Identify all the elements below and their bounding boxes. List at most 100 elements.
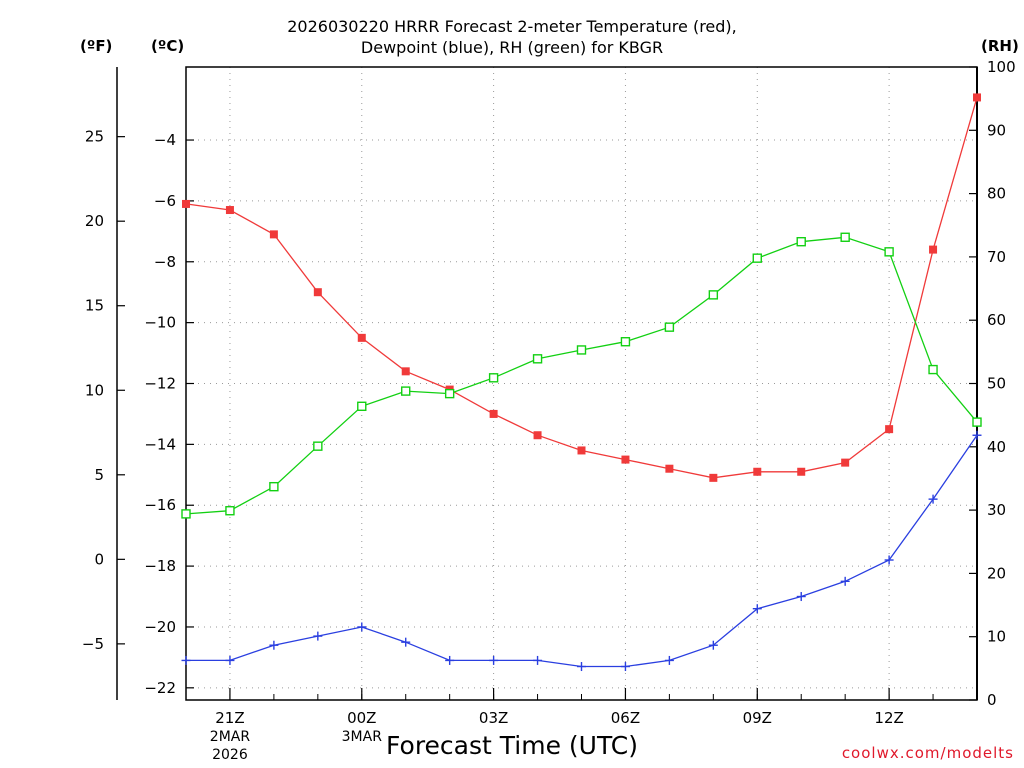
- rh-point: [796, 237, 806, 247]
- temperature-point: [225, 206, 234, 215]
- rh-point: [444, 388, 455, 399]
- dewpoint-point: [533, 655, 543, 665]
- rh-point: [664, 322, 675, 332]
- x-tick-sublabel: 2026: [212, 747, 248, 763]
- temperature-point: [841, 458, 850, 467]
- rh-point: [752, 253, 762, 263]
- celsius-tick-label: −16: [144, 496, 176, 514]
- fahrenheit-tick-label: 5: [94, 466, 104, 484]
- grid-layer: [186, 67, 977, 700]
- rh-tick-label: 70: [987, 248, 1006, 266]
- celsius-tick-label: −14: [144, 435, 176, 453]
- dewpoint-point: [664, 655, 674, 665]
- dewpoint-point: [620, 662, 630, 672]
- temperature-point: [973, 93, 981, 102]
- x-tick-label: 06Z: [611, 709, 640, 727]
- temperature-point: [577, 446, 586, 455]
- temperature-point: [269, 230, 278, 239]
- celsius-tick-label: −8: [154, 253, 176, 271]
- celsius-unit-label: (ºC): [151, 37, 185, 55]
- celsius-tick-label: −18: [144, 557, 176, 575]
- fahrenheit-tick-label: 20: [85, 212, 104, 230]
- dewpoint-point: [401, 637, 411, 647]
- rh-point: [972, 417, 982, 427]
- temperature-point: [182, 199, 190, 208]
- dewpoint-point: [708, 640, 718, 650]
- rh-point: [884, 247, 894, 257]
- rh-tick-label: 60: [987, 311, 1006, 329]
- rh-tick-label: 80: [987, 185, 1006, 203]
- x-axis-label: Forecast Time (UTC): [386, 731, 638, 760]
- rh-tick-label: 10: [987, 628, 1006, 646]
- rh-point: [225, 506, 235, 516]
- fahrenheit-tick-label: −5: [82, 635, 104, 653]
- dewpoint-point: [181, 655, 191, 665]
- x-tick-label: 12Z: [874, 709, 903, 727]
- temperature-point: [753, 467, 762, 476]
- rh-unit-label: (RH): [981, 37, 1019, 55]
- rh-point: [532, 354, 543, 364]
- rh-point: [708, 290, 719, 300]
- temperature-series-line: [185, 97, 978, 479]
- x-tick-sublabel: 3MAR: [342, 729, 383, 745]
- celsius-tick-label: −12: [144, 375, 176, 393]
- rh-tick-label: 100: [987, 58, 1016, 76]
- dewpoint-point: [796, 592, 806, 602]
- celsius-tick-label: −6: [154, 192, 176, 210]
- fahrenheit-tick-label: 15: [85, 297, 104, 315]
- dewpoint-point: [884, 555, 894, 565]
- celsius-tick-label: −22: [144, 679, 176, 697]
- rh-point: [181, 509, 191, 519]
- rh-point: [928, 364, 938, 375]
- rh-point: [576, 345, 587, 355]
- temperature-point: [885, 425, 894, 434]
- x-tick-label: 21Z: [215, 709, 244, 727]
- dewpoint-point: [577, 662, 586, 672]
- x-tick-label: 03Z: [479, 709, 508, 727]
- rh-point: [620, 337, 631, 347]
- credit-link[interactable]: coolwx.com/modelts: [841, 744, 1014, 762]
- dewpoint-point: [928, 494, 938, 504]
- series-layer: [181, 93, 982, 672]
- celsius-tick-label: −4: [154, 131, 176, 149]
- temperature-point: [357, 333, 366, 342]
- dewpoint-point: [840, 576, 850, 586]
- dewpoint-point: [313, 631, 323, 641]
- rh-point: [357, 401, 367, 411]
- rh-point: [269, 481, 279, 492]
- rh-series-line: [185, 236, 978, 515]
- rh-tick-label: 0: [987, 691, 997, 709]
- x-tick-label: 00Z: [347, 709, 376, 727]
- temperature-point: [489, 409, 498, 418]
- temperature-point: [929, 245, 938, 254]
- rh-point: [840, 232, 850, 242]
- dewpoint-point: [445, 655, 455, 665]
- fahrenheit-unit-label: (ºF): [80, 37, 113, 55]
- rh-tick-label: 20: [987, 564, 1006, 582]
- rh-point: [401, 386, 411, 396]
- fahrenheit-tick-label: 25: [85, 128, 104, 146]
- celsius-tick-label: −20: [144, 618, 176, 636]
- rh-tick-label: 40: [987, 438, 1006, 456]
- fahrenheit-tick-label: 0: [94, 550, 104, 568]
- temperature-point: [533, 431, 542, 440]
- dewpoint-point: [225, 655, 235, 665]
- temperature-point: [313, 288, 322, 297]
- temperature-point: [797, 467, 806, 476]
- x-tick-sublabel: 2MAR: [210, 729, 251, 745]
- fahrenheit-tick-label: 10: [85, 381, 104, 399]
- temperature-point: [665, 464, 674, 473]
- rh-point: [313, 441, 323, 451]
- dewpoint-point: [357, 622, 367, 632]
- rh-tick-label: 30: [987, 501, 1006, 519]
- temperature-point: [709, 473, 718, 482]
- celsius-tick-label: −10: [144, 314, 176, 332]
- temperature-point: [621, 455, 630, 464]
- rh-tick-label: 90: [987, 121, 1006, 139]
- axes-layer: −4−6−8−10−12−14−16−18−20−222520151050−50…: [82, 58, 1016, 763]
- dewpoint-series-line: [186, 434, 978, 668]
- dewpoint-point: [489, 655, 499, 665]
- rh-tick-label: 50: [987, 375, 1006, 393]
- dewpoint-point: [972, 430, 982, 440]
